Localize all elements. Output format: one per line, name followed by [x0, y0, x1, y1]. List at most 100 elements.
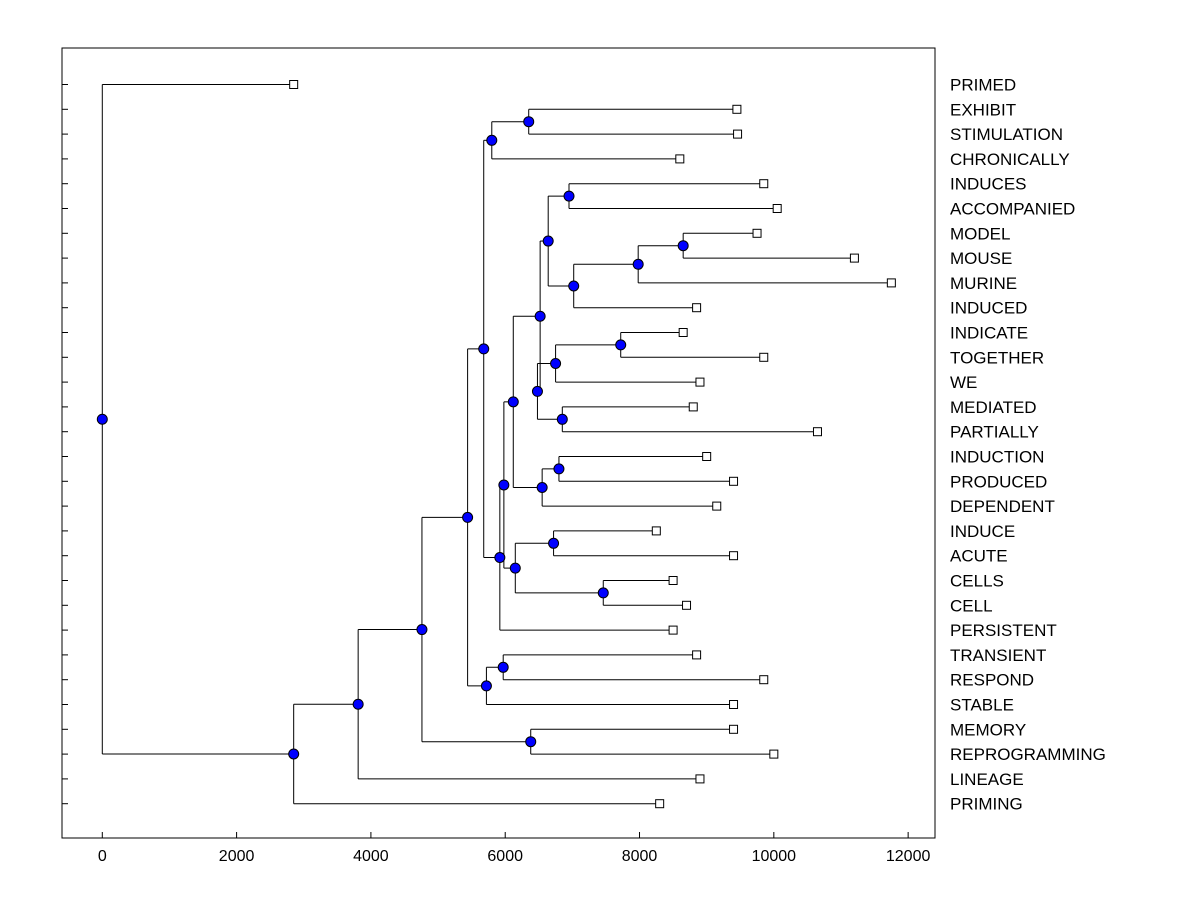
- merge-node: [597, 587, 609, 599]
- leaf-label: PRIMED: [950, 76, 1016, 95]
- plot-frame: [61, 47, 936, 839]
- leaf-label: PARTIALLY: [950, 423, 1039, 442]
- merge-node: [615, 339, 627, 351]
- leaf-label: CELL: [950, 596, 993, 615]
- leaf-label: RESPOND: [950, 671, 1034, 690]
- merge-node: [416, 624, 428, 636]
- merge-node: [494, 552, 506, 564]
- merge-node: [556, 413, 568, 425]
- x-axis: 0 2000 4000 6000 8000 10000 12000: [98, 832, 931, 865]
- left-tick-marks: [62, 84, 68, 805]
- leaf-label: TOGETHER: [950, 348, 1044, 367]
- leaf-label: INDICATE: [950, 324, 1028, 343]
- leaf-marker: [729, 551, 739, 561]
- leaf-marker: [695, 774, 705, 784]
- leaf-label: INDUCED: [950, 299, 1027, 318]
- dendrogram-links: [101, 84, 892, 805]
- leaf-label: INDUCE: [950, 522, 1015, 541]
- leaf-label: INDUCES: [950, 175, 1027, 194]
- leaf-label: WE: [950, 373, 977, 392]
- merge-node: [542, 235, 554, 247]
- leaf-marker: [668, 576, 678, 585]
- leaf-marker: [733, 129, 743, 139]
- leaf-marker: [772, 204, 782, 213]
- leaf-label: MEDIATED: [950, 398, 1037, 417]
- leaf-label: DEPENDENT: [950, 497, 1055, 516]
- leaf-marker: [729, 700, 739, 709]
- merge-node: [478, 343, 490, 355]
- leaf-label: REPROGRAMMING: [950, 745, 1106, 764]
- merge-nodes: [96, 116, 689, 760]
- merge-node: [497, 661, 509, 673]
- leaf-label: CHRONICALLY: [950, 150, 1070, 169]
- leaf-marker: [729, 476, 739, 486]
- leaf-marker: [849, 253, 859, 263]
- merge-node: [632, 258, 644, 270]
- leaf-label: ACUTE: [950, 547, 1008, 566]
- leaf-marker: [759, 352, 769, 362]
- merge-node: [96, 413, 108, 425]
- merge-node: [352, 698, 364, 710]
- leaf-label: MURINE: [950, 274, 1017, 293]
- leaf-label: STABLE: [950, 696, 1014, 715]
- leaf-marker: [692, 303, 702, 313]
- x-tick-label: 4000: [353, 848, 389, 865]
- leaf-marker: [712, 501, 722, 511]
- leaf-marker: [692, 650, 702, 660]
- merge-node: [536, 482, 548, 493]
- leaf-marker: [668, 625, 678, 635]
- merge-node: [550, 358, 562, 369]
- x-tick-label: 12000: [886, 848, 931, 865]
- leaf-marker: [732, 104, 742, 114]
- leaf-label: CELLS: [950, 572, 1004, 591]
- leaf-label: LINEAGE: [950, 770, 1024, 789]
- merge-node: [525, 736, 537, 748]
- merge-node: [531, 385, 543, 397]
- leaf-label: PERSISTENT: [950, 621, 1057, 640]
- leaf-label: EXHIBIT: [950, 100, 1016, 119]
- x-tick-label: 6000: [487, 848, 523, 865]
- leaf-marker: [682, 600, 692, 610]
- leaf-labels: PRIMED EXHIBIT STIMULATION CHRONICALLY INDUC…: [950, 76, 1106, 814]
- leaf-marker: [655, 799, 665, 809]
- leaf-label: ACCOMPANIED: [950, 200, 1075, 219]
- leaf-marker: [886, 278, 896, 288]
- leaf-marker: [678, 328, 688, 337]
- leaf-label: PRODUCED: [950, 472, 1047, 491]
- x-tick-label: 8000: [622, 848, 658, 865]
- leaf-marker: [289, 80, 299, 89]
- merge-node: [677, 240, 689, 252]
- x-tick-label: 0: [98, 848, 107, 865]
- leaf-label: INDUCTION: [950, 448, 1044, 467]
- leaf-marker: [752, 228, 762, 238]
- merge-node: [462, 511, 474, 523]
- leaf-label: MEMORY: [950, 720, 1026, 739]
- merge-node: [568, 280, 580, 292]
- merge-node: [553, 463, 565, 475]
- leaf-marker: [675, 154, 685, 164]
- leaf-marker: [769, 749, 779, 759]
- leaf-marker: [812, 427, 822, 437]
- merge-node: [548, 537, 560, 549]
- leaf-label: STIMULATION: [950, 125, 1063, 144]
- merge-node: [486, 134, 498, 146]
- leaf-marker: [759, 675, 769, 685]
- merge-node: [480, 680, 492, 692]
- leaf-label: MOUSE: [950, 249, 1012, 268]
- x-tick-label: 10000: [752, 848, 797, 865]
- merge-node: [498, 479, 510, 491]
- leaf-marker: [695, 377, 705, 387]
- merge-node: [523, 116, 535, 128]
- leaf-label: MODEL: [950, 224, 1010, 243]
- x-tick-label: 2000: [219, 848, 255, 865]
- leaf-marker: [759, 179, 769, 189]
- merge-node: [563, 190, 575, 202]
- merge-node: [507, 396, 519, 408]
- leaf-marker: [729, 724, 739, 734]
- leaf-label: PRIMING: [950, 795, 1023, 814]
- leaf-marker: [702, 452, 712, 461]
- leaf-label: TRANSIENT: [950, 646, 1046, 665]
- merge-node: [534, 310, 546, 322]
- leaf-markers: [289, 80, 896, 809]
